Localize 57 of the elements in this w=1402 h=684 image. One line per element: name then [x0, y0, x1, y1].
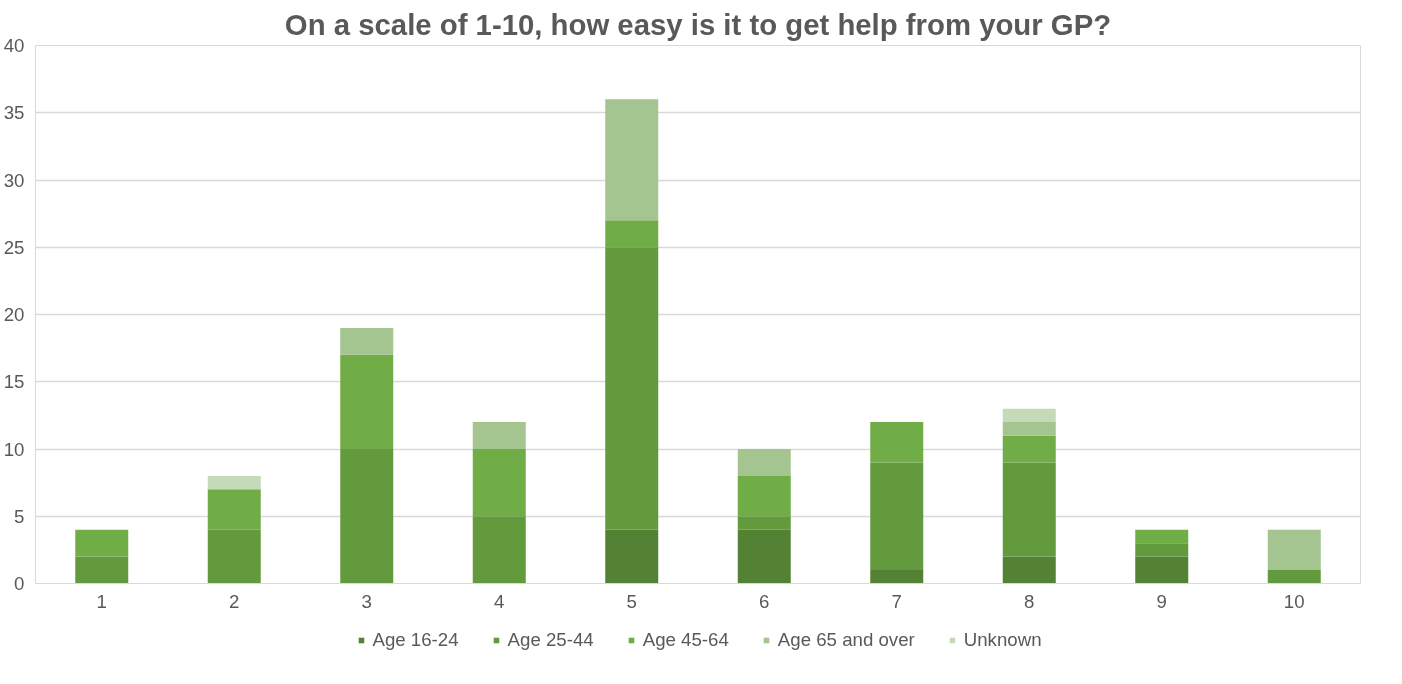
x-tick-label: 1 [96, 590, 107, 612]
legend-label: Age 65 and over [777, 629, 915, 651]
bar [1002, 435, 1056, 463]
bar [737, 475, 791, 517]
y-tick-label: 5 [14, 505, 25, 527]
x-tick-label: 5 [626, 590, 637, 612]
y-tick-label: 30 [3, 169, 25, 191]
bar [472, 422, 526, 449]
x-tick-label: 10 [1283, 590, 1305, 612]
bar [737, 449, 791, 476]
bar [605, 529, 659, 584]
bar [1002, 556, 1056, 584]
bar [340, 327, 394, 355]
bar [737, 516, 791, 530]
bar [737, 529, 791, 584]
bar [1002, 408, 1056, 423]
bar [75, 529, 129, 557]
bar [605, 99, 659, 221]
x-tick-label: 2 [229, 590, 240, 612]
x-tick-label: 6 [759, 590, 770, 612]
bar [1002, 462, 1056, 557]
bar [1135, 529, 1189, 544]
bar [1135, 556, 1189, 584]
y-tick-label: 15 [3, 371, 25, 393]
legend-label: Age 16-24 [372, 629, 459, 651]
x-tick-label: 3 [361, 590, 372, 612]
chart-title: On a scale of 1-10, how easy is it to get help from your GP? [284, 7, 1112, 41]
bar [1267, 529, 1321, 571]
bar [207, 529, 261, 584]
bar [1135, 543, 1189, 557]
legend-label: Unknown [963, 629, 1042, 651]
x-tick-label: 8 [1024, 590, 1035, 612]
bar [472, 516, 526, 584]
x-tick-label: 9 [1156, 590, 1167, 612]
bar [1002, 422, 1056, 436]
bar [870, 422, 924, 463]
bar [340, 449, 394, 584]
bar [870, 462, 924, 571]
y-tick-label: 10 [3, 438, 25, 460]
y-tick-label: 35 [3, 102, 25, 124]
legend-label: Age 25-44 [507, 629, 594, 651]
legend-label: Age 45-64 [642, 629, 729, 651]
bar [605, 220, 659, 248]
y-tick-label: 25 [3, 236, 25, 258]
bar [207, 489, 261, 530]
bar [1267, 570, 1321, 584]
y-tick-label: 0 [14, 573, 25, 594]
bar [340, 354, 394, 449]
bar [605, 247, 659, 530]
bar [472, 449, 526, 517]
bar [207, 475, 261, 490]
x-tick-label: 7 [891, 590, 902, 612]
bar [870, 570, 924, 584]
y-tick-label: 40 [3, 35, 25, 56]
x-tick-label: 4 [494, 590, 505, 612]
y-tick-label: 20 [3, 304, 25, 325]
bar [75, 556, 129, 584]
